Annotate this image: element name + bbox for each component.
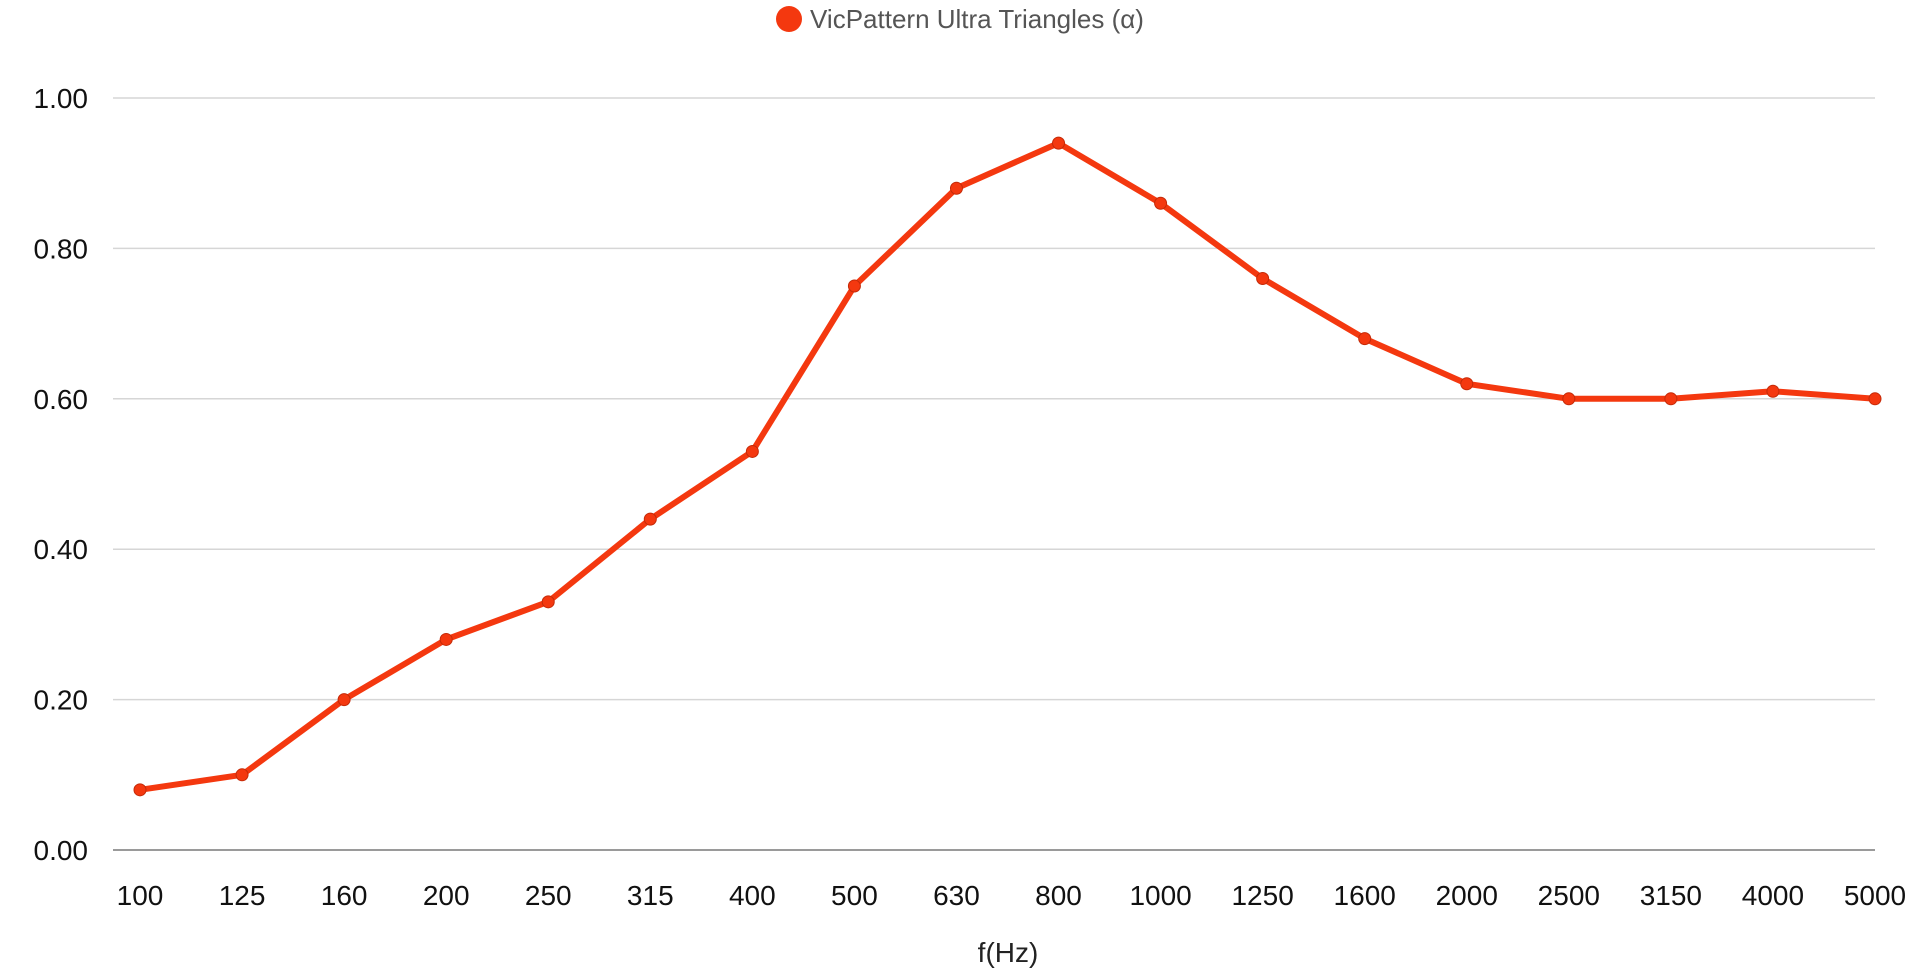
- x-axis-ticks: 100 125 160 200 250 315 400 500 630 800 1000 1250 16…: [117, 880, 1907, 911]
- y-tick-label: 1.00: [34, 83, 89, 114]
- legend-label: VicPattern Ultra Triangles (α): [810, 4, 1144, 34]
- x-tick-label: 160: [321, 880, 368, 911]
- x-tick-label: 1000: [1129, 880, 1191, 911]
- x-tick-label: 800: [1035, 880, 1082, 911]
- x-tick-label: 100: [117, 880, 164, 911]
- y-axis-ticks: 0.00 0.20 0.40 0.60 0.80 1.00: [34, 83, 89, 866]
- data-point: [439, 632, 453, 646]
- data-point: [541, 595, 555, 609]
- data-point: [1664, 392, 1678, 406]
- series-layer: [133, 136, 1882, 797]
- data-point: [1460, 377, 1474, 391]
- x-tick-label: 1250: [1231, 880, 1293, 911]
- data-point: [1358, 332, 1372, 346]
- series-line: [137, 140, 1878, 793]
- data-point: [949, 181, 963, 195]
- data-point: [847, 279, 861, 293]
- data-point: [337, 693, 351, 707]
- y-tick-label: 0.60: [34, 384, 89, 415]
- y-tick-label: 0.40: [34, 534, 89, 565]
- x-tick-label: 4000: [1742, 880, 1804, 911]
- legend-swatch: [776, 6, 803, 32]
- data-point: [133, 783, 147, 797]
- y-tick-label: 0.80: [34, 233, 89, 264]
- data-point: [1868, 392, 1882, 406]
- x-tick-label: 315: [627, 880, 674, 911]
- data-point: [1766, 384, 1780, 398]
- data-point: [1052, 136, 1066, 150]
- x-axis-label: f(Hz): [978, 937, 1039, 968]
- x-tick-label: 400: [729, 880, 776, 911]
- x-tick-label: 250: [525, 880, 572, 911]
- x-tick-label: 125: [219, 880, 266, 911]
- data-point: [1256, 271, 1270, 285]
- x-tick-label: 2500: [1538, 880, 1600, 911]
- x-tick-label: 5000: [1844, 880, 1906, 911]
- x-tick-label: 3150: [1640, 880, 1702, 911]
- x-tick-label: 1600: [1334, 880, 1396, 911]
- data-point: [643, 512, 657, 526]
- x-tick-label: 500: [831, 880, 878, 911]
- data-point: [235, 768, 249, 782]
- chart-legend: VicPattern Ultra Triangles (α): [0, 4, 1920, 35]
- y-tick-label: 0.20: [34, 685, 89, 716]
- y-tick-label: 0.00: [34, 835, 89, 866]
- x-tick-label: 630: [933, 880, 980, 911]
- data-point: [745, 444, 759, 458]
- grid-lines: [113, 97, 1875, 851]
- x-tick-label: 2000: [1436, 880, 1498, 911]
- x-tick-label: 200: [423, 880, 470, 911]
- data-point: [1562, 392, 1576, 406]
- data-point: [1154, 196, 1168, 210]
